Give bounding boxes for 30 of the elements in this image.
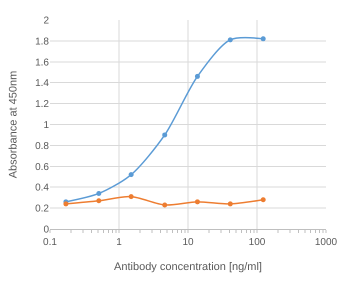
point — [162, 202, 168, 208]
y-tick-label: 0.6 — [35, 162, 50, 173]
point — [128, 194, 134, 200]
point — [96, 198, 102, 204]
y-tick-label: 1 — [43, 120, 50, 131]
y-tick-label: 0.2 — [35, 204, 50, 215]
point — [194, 74, 200, 79]
y-tick-label: 1.2 — [35, 99, 50, 110]
y-tick-label: 1.6 — [35, 57, 50, 68]
point — [260, 197, 266, 202]
y-tick-label: 1.8 — [35, 36, 50, 48]
point — [96, 190, 102, 196]
point — [228, 201, 233, 206]
x-tick-label: 10 — [182, 237, 194, 248]
x-tick-label: 100 — [248, 237, 266, 248]
y-tick-label: 2 — [43, 16, 50, 26]
x-tick-label: 1000 — [314, 237, 338, 248]
y-tick-label: 1.4 — [35, 78, 50, 90]
x-axis-title: Antibody concentration [ng/ml] — [114, 261, 262, 274]
y-tick-label: 0 — [43, 224, 50, 236]
y-tick-label: 0.8 — [35, 140, 50, 152]
x-tick-label: 0.1 — [43, 237, 58, 248]
point — [128, 172, 134, 178]
point — [162, 132, 168, 138]
x-tick-label: 1 — [116, 237, 122, 248]
y-tick-label: 0.4 — [35, 182, 50, 194]
point — [194, 199, 200, 204]
point — [260, 36, 266, 42]
point — [228, 37, 233, 42]
y-axis-title: Absorbance at 450nm — [8, 70, 20, 178]
